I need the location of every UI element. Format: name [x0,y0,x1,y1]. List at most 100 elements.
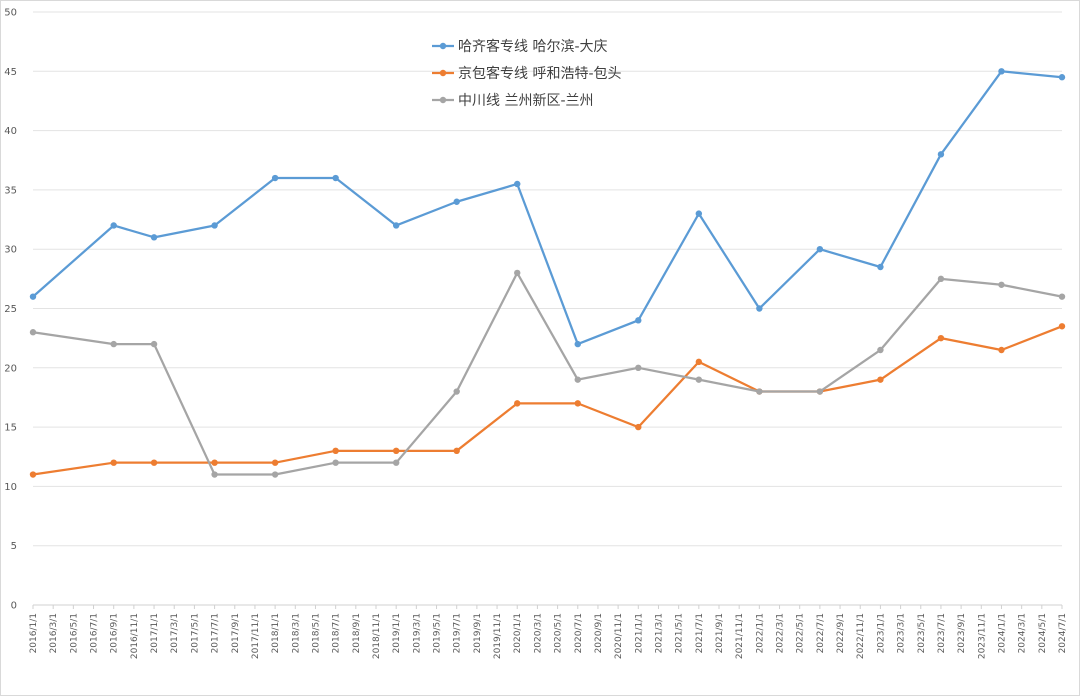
x-tick-label: 2018/9/1 [352,613,362,653]
x-tick-label: 2019/9/1 [473,613,483,653]
data-point [110,459,117,466]
data-point [514,400,521,407]
data-point [332,459,339,466]
x-tick-label: 2017/3/1 [170,613,180,653]
data-point [1058,323,1066,330]
data-point [271,471,279,478]
x-tick-label: 2018/5/1 [311,613,321,653]
x-tick-label: 2022/3/1 [776,613,786,653]
legend-entry-1: 京包客专线 呼和浩特-包头 [432,65,622,82]
data-point [695,376,703,383]
data-point [514,180,521,188]
x-tick-label: 2016/7/1 [90,613,100,653]
y-tick-label: 5 [11,541,17,552]
x-tick-label: 2016/9/1 [110,613,120,653]
data-point [514,269,521,277]
x-tick-label: 2018/11/1 [372,613,382,659]
data-point [877,346,884,354]
data-point [635,317,642,324]
y-tick-label: 0 [11,601,17,612]
x-tick-label: 2019/3/1 [412,613,422,653]
x-tick-label: 2017/7/1 [211,613,221,653]
x-tick-label: 2021/5/1 [675,613,685,653]
x-tick-label: 2016/3/1 [49,613,59,653]
x-tick-label: 2020/5/1 [554,613,564,653]
data-point [695,358,703,366]
series-line [31,325,1064,476]
data-point [271,459,279,466]
data-point [150,234,158,241]
legend-swatch-marker [439,96,447,104]
x-tick-label: 2023/7/1 [937,613,947,653]
data-point [29,293,37,300]
data-point [574,340,581,348]
data-point [211,471,218,478]
data-point [816,246,824,253]
data-point [332,174,339,182]
x-axis-tick-labels: 2016/1/1 2016/3/1 2016/5/1 2016/7/1 2016/9/1… [29,613,1068,659]
x-tick-label: 2021/3/1 [654,613,664,653]
x-tick-label: 2019/5/1 [433,613,443,653]
y-tick-label: 30 [4,245,17,256]
data-point [110,340,117,348]
y-axis-tick-labels: 0 5 10 15 20 25 30 35 40 45 50 [4,8,17,612]
y-tick-label: 15 [4,423,17,434]
series-2 [29,269,1066,478]
data-point [877,263,884,271]
legend-entry-2: 中川线 兰州新区-兰州 [432,93,594,109]
x-tick-label: 2018/1/1 [271,613,281,653]
data-point [756,388,763,395]
data-point [574,376,581,383]
x-tick-label: 2019/7/1 [453,613,463,653]
data-point [937,151,945,158]
data-point [392,447,400,455]
legend-label: 中川线 兰州新区-兰州 [458,93,594,109]
x-tick-label: 2024/7/1 [1058,613,1068,653]
x-tick-label: 2021/11/1 [735,613,745,659]
x-tick-label: 2018/7/1 [332,613,342,653]
y-tick-label: 20 [4,363,17,374]
x-tick-label: 2020/1/1 [513,613,523,653]
x-tick-label: 2021/1/1 [634,613,644,653]
legend-entry-0: 哈齐客专线 哈尔滨-大庆 [432,38,608,55]
data-point [453,388,460,395]
x-tick-label: 2017/9/1 [231,613,241,653]
x-tick-label: 2020/7/1 [574,613,584,653]
x-tick-label: 2016/1/1 [29,613,39,653]
x-tick-label: 2023/9/1 [957,613,967,653]
data-point [937,275,945,283]
x-tick-label: 2022/11/1 [856,613,866,659]
x-tick-label: 2022/1/1 [755,613,765,653]
data-point [453,198,460,205]
x-tick-label: 2024/3/1 [1018,613,1028,653]
x-tick-label: 2018/3/1 [291,613,301,653]
data-point [332,447,339,455]
y-tick-label: 50 [4,8,17,19]
x-tick-label: 2021/9/1 [715,613,725,653]
x-tick-label: 2019/11/1 [493,613,503,659]
x-tick-label: 2022/5/1 [796,613,806,653]
data-series [29,68,1066,478]
data-point [998,68,1005,75]
legend-label: 京包客专线 呼和浩特-包头 [458,65,622,82]
data-point [1058,74,1066,81]
data-point [150,459,158,466]
x-tick-label: 2020/11/1 [614,613,624,659]
data-point [998,281,1005,288]
legend-label: 哈齐客专线 哈尔滨-大庆 [458,38,608,55]
x-tick-label: 2024/5/1 [1038,613,1048,653]
data-point [695,210,703,217]
legend-swatch-marker [439,42,447,50]
y-tick-label: 40 [4,126,17,137]
x-tick-label: 2017/1/1 [150,613,160,653]
x-tick-label: 2023/11/1 [977,613,987,659]
data-point [756,305,763,312]
data-point [392,222,400,229]
data-point [392,459,400,466]
x-tick-label: 2020/9/1 [594,613,604,653]
x-tick-label: 2021/7/1 [695,613,705,653]
data-point [877,376,884,383]
series-line [31,70,1064,346]
